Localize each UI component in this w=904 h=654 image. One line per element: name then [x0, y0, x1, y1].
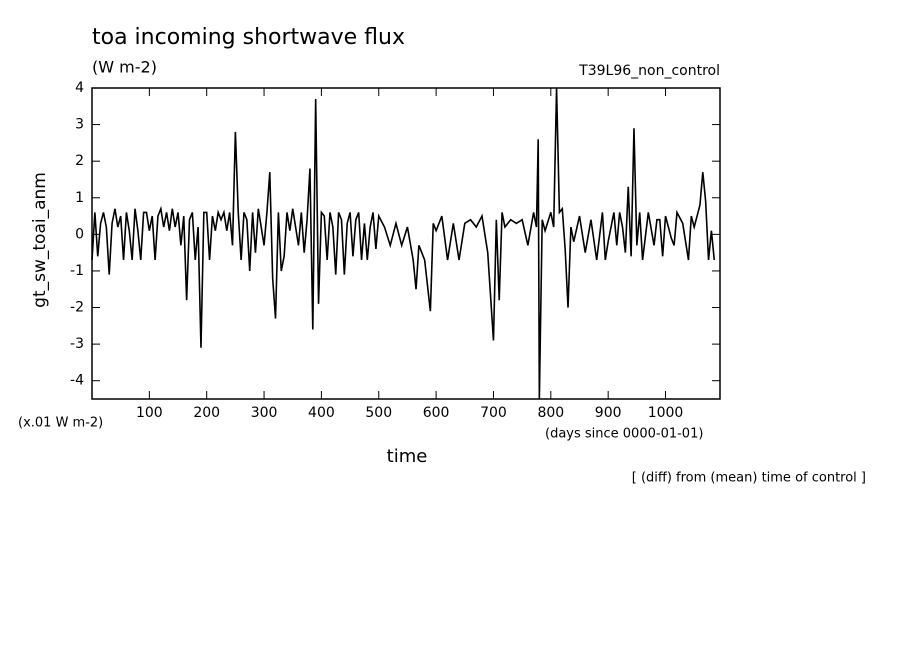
x-tick-label: 300: [251, 405, 278, 421]
y-tick-label: 4: [75, 80, 84, 96]
x-tick-label: 700: [480, 405, 507, 421]
y-tick-label: 3: [75, 117, 84, 133]
run-label: T39L96_non_control: [578, 63, 720, 79]
y-tick-label: -3: [70, 336, 84, 352]
footnote: [ (diff) from (mean) time of control ]: [632, 471, 866, 486]
x-units: (days since 0000-01-01): [545, 427, 703, 442]
y-tick-label: 2: [75, 153, 84, 169]
y-tick-label: 1: [75, 190, 84, 206]
x-tick-label: 1000: [648, 405, 684, 421]
x-tick-label: 500: [365, 405, 392, 421]
plot-frame: [91, 87, 721, 400]
x-tick-label: 900: [595, 405, 622, 421]
y-tick-label: -2: [70, 300, 84, 316]
x-axis-label: time: [387, 446, 428, 467]
y-tick-label: -4: [70, 373, 84, 389]
x-tick-label: 200: [193, 405, 220, 421]
y-tick-label: 0: [75, 226, 84, 242]
x-tick-label: 600: [423, 405, 450, 421]
subtitle: (W m-2): [92, 58, 157, 77]
chart-title: toa incoming shortwave flux: [92, 25, 405, 50]
y-tick-label: -1: [70, 263, 84, 279]
y-axis-label: gt_sw_toai_anm: [30, 172, 50, 308]
x-tick-label: 800: [537, 405, 564, 421]
scale-note: (x.01 W m-2): [18, 416, 103, 431]
x-tick-label: 400: [308, 405, 335, 421]
x-tick-label: 100: [136, 405, 163, 421]
data-line: [91, 87, 716, 400]
